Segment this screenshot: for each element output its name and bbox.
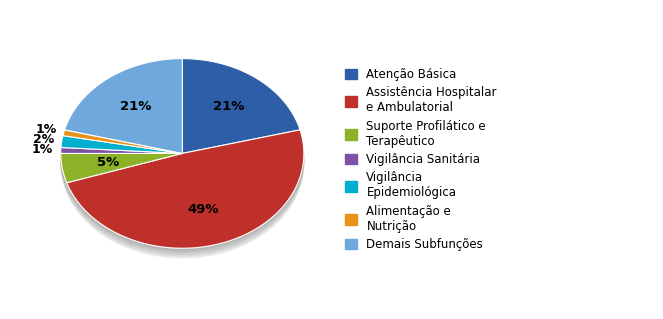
Ellipse shape [61,65,304,255]
Polygon shape [61,147,182,153]
Text: 5%: 5% [97,156,119,169]
Text: 1%: 1% [35,123,56,136]
Ellipse shape [61,62,304,251]
Text: 1%: 1% [32,144,53,157]
Text: 2%: 2% [33,133,54,146]
Ellipse shape [61,63,304,253]
Text: 49%: 49% [188,204,219,216]
Polygon shape [182,59,300,153]
Ellipse shape [61,68,304,258]
Ellipse shape [61,60,304,250]
Polygon shape [61,153,182,183]
Text: 21%: 21% [121,100,152,114]
Text: 21%: 21% [213,100,244,114]
Polygon shape [63,130,182,153]
Polygon shape [67,130,304,248]
Ellipse shape [61,67,304,256]
Legend: Atenção Básica, Assistência Hospitalar
e Ambulatorial, Suporte Profilático e
Ter: Atenção Básica, Assistência Hospitalar e… [343,66,499,253]
Polygon shape [64,59,182,153]
Polygon shape [61,136,182,153]
